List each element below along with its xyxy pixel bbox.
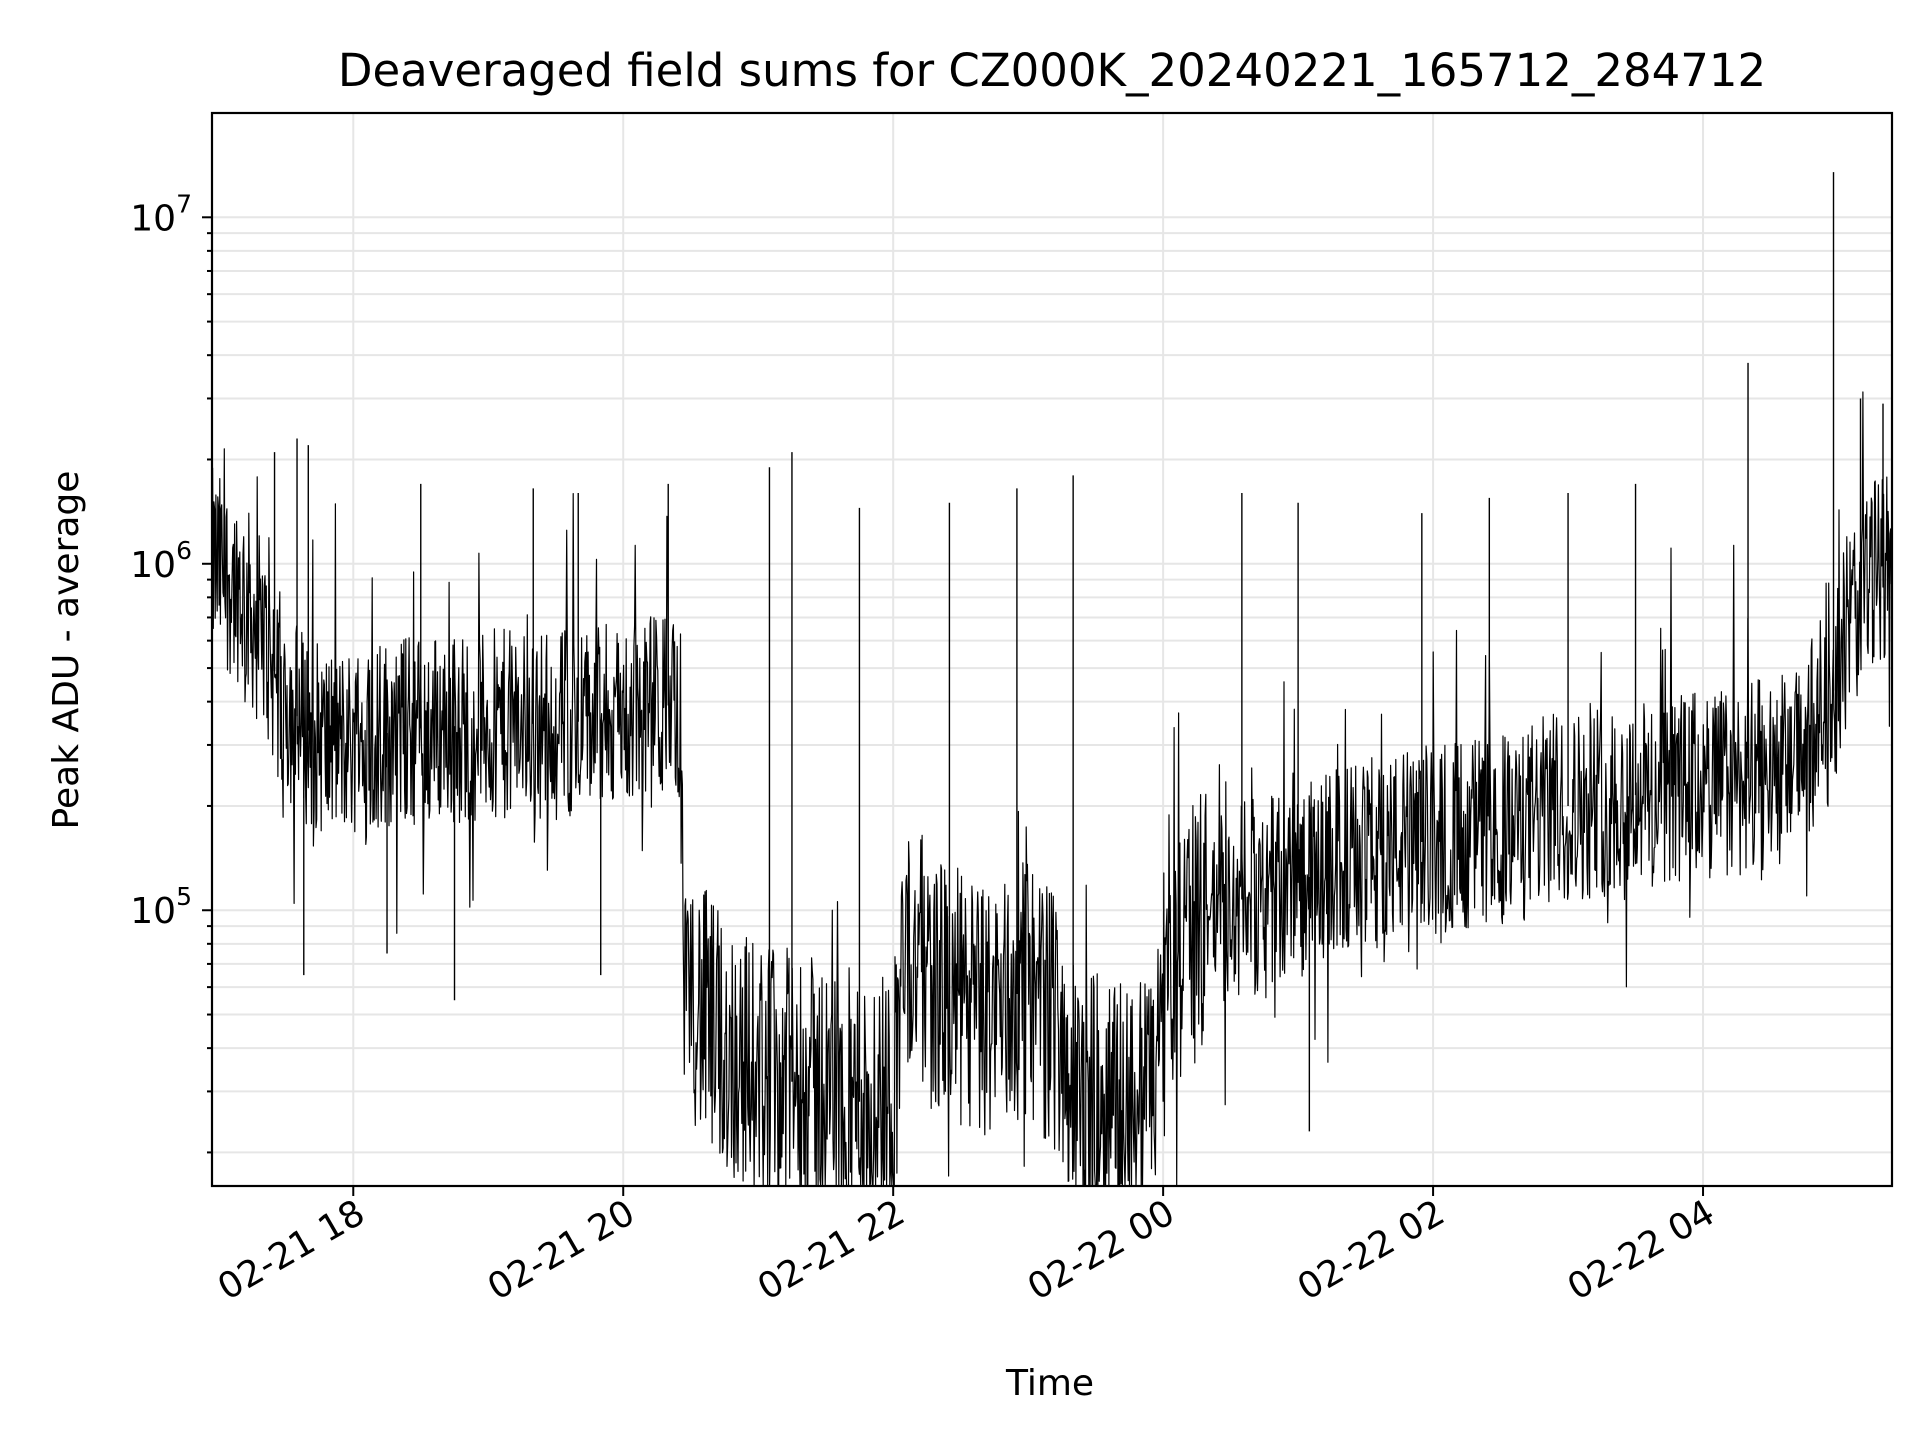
chart-title: Deaveraged field sums for CZ000K_2024022… <box>338 44 1766 97</box>
plot-frame <box>210 111 1894 1188</box>
x-axis-label: Time <box>1005 1363 1094 1404</box>
y-tick-label: 106 <box>130 536 192 586</box>
y-axis-label: Peak ADU - average <box>46 471 87 830</box>
y-axis: 105 106 107 <box>130 189 212 1154</box>
y-tick-label: 107 <box>130 189 192 239</box>
series-layer <box>212 172 1892 1186</box>
series-line-0 <box>212 391 1892 1186</box>
y-tick-label: 105 <box>130 882 192 932</box>
